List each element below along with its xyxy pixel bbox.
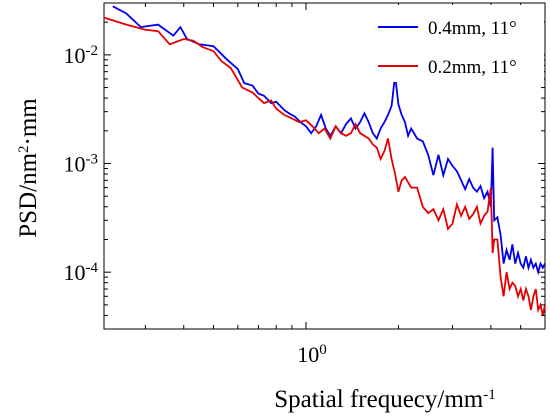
x-axis-title-base: Spatial frequecy/mm	[274, 386, 484, 413]
x-axis-title: Spatial frequecy/mm-1	[274, 386, 495, 413]
legend-box	[370, 5, 544, 82]
legend: 0.4mm, 11° 0.2mm, 11°	[370, 5, 544, 82]
y-tick-label-0: 10-2	[64, 43, 99, 68]
plot-frame	[103, 2, 546, 330]
y-axis-title-sup: 2	[16, 145, 32, 153]
y-tick-label-2: 10-4	[64, 260, 99, 285]
y-axis-title-post: ·mm	[15, 98, 42, 146]
y-tick-label-1: 10-3	[64, 152, 99, 177]
y-axis-title: PSD/nm2·mm	[15, 98, 42, 238]
series-layer	[103, 5, 546, 316]
legend-label-0: 0.4mm, 11°	[428, 18, 517, 39]
series-line-0	[112, 5, 546, 276]
series-line-1	[103, 16, 546, 316]
x-axis-title-sup: -1	[483, 387, 496, 403]
x-tick-label-0: 100	[297, 342, 327, 367]
tick-layer: 10-2 10-3 10-4 100	[64, 2, 546, 367]
y-axis-title-pre: PSD/nm	[15, 152, 42, 237]
legend-label-1: 0.2mm, 11°	[428, 57, 517, 78]
